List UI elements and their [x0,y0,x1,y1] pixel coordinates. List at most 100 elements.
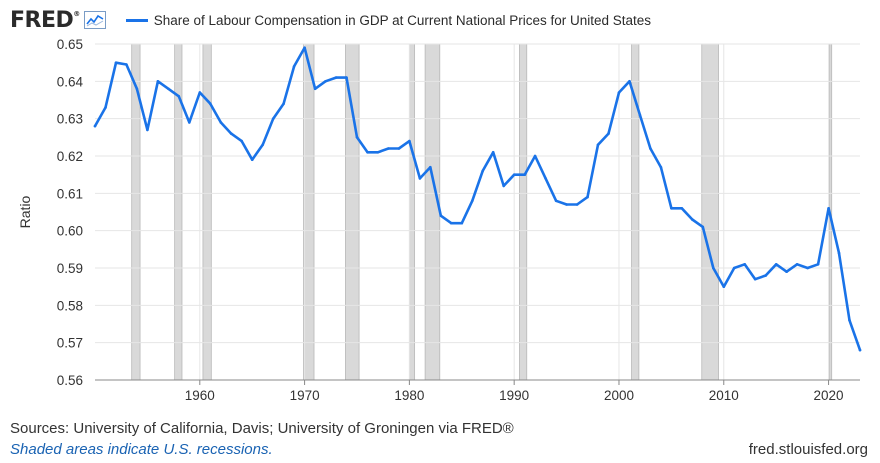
data-point[interactable] [146,128,149,132]
data-point[interactable] [313,87,317,91]
data-point[interactable] [261,143,265,147]
data-point[interactable] [209,102,212,105]
data-point[interactable] [670,207,673,210]
data-point[interactable] [471,199,474,203]
y-tick-label: 0.64 [57,74,84,89]
data-point[interactable] [795,263,799,266]
data-point[interactable] [565,203,568,206]
data-point[interactable] [271,117,275,120]
y-tick-label: 0.61 [57,186,83,201]
data-point[interactable] [93,124,97,128]
fred-logo-text: FRED [10,7,74,33]
data-point[interactable] [282,102,285,105]
data-point[interactable] [219,121,223,124]
data-point[interactable] [617,91,621,94]
data-point[interactable] [691,218,694,221]
data-point[interactable] [376,151,380,154]
data-point[interactable] [785,270,788,274]
data-point[interactable] [806,266,809,270]
legend-series-label: Share of Labour Compensation in GDP at C… [153,12,652,28]
y-tick-label: 0.59 [57,261,83,276]
data-point[interactable] [554,199,558,203]
source-site-link[interactable]: fred.stlouisfed.org [748,441,868,458]
data-point[interactable] [303,46,306,49]
data-point[interactable] [125,63,128,66]
data-point[interactable] [324,80,327,83]
data-point[interactable] [837,251,841,255]
data-point[interactable] [712,266,715,270]
data-point[interactable] [104,106,107,109]
data-point[interactable] [732,266,736,270]
y-tick-label: 0.57 [57,336,83,351]
data-point[interactable] [607,132,610,135]
recession-band [345,43,360,381]
data-point[interactable] [764,274,767,277]
data-point[interactable] [355,136,359,139]
fred-logo-registered: ® [73,9,80,18]
data-point[interactable] [774,263,778,266]
data-point[interactable] [659,165,663,169]
x-tick-label: 2000 [604,388,634,403]
data-point[interactable] [229,132,233,135]
data-point[interactable] [848,319,851,322]
data-point[interactable] [523,173,526,176]
y-tick-label: 0.60 [57,224,83,239]
data-point[interactable] [387,147,390,150]
data-point[interactable] [722,285,726,289]
data-point[interactable] [649,147,652,150]
x-tick-label: 2010 [709,388,739,403]
data-point[interactable] [575,203,579,206]
data-point[interactable] [460,221,464,225]
data-point[interactable] [858,348,862,352]
data-point[interactable] [439,214,443,217]
data-point[interactable] [345,76,348,79]
data-point[interactable] [533,154,537,158]
y-tick-label: 0.56 [57,373,83,388]
data-point[interactable] [753,277,757,281]
data-point[interactable] [827,207,830,210]
data-point[interactable] [114,61,118,64]
data-point[interactable] [544,177,547,180]
data-point[interactable] [429,165,432,169]
recession-band [701,43,719,381]
data-point[interactable] [188,121,191,124]
data-point[interactable] [816,263,820,266]
data-point[interactable] [167,87,170,91]
data-point[interactable] [481,169,485,173]
data-point[interactable] [240,139,243,143]
data-point[interactable] [334,76,338,79]
chart-header: FRED® Share of Labour Compensation in GD… [10,7,651,33]
chart-legend[interactable]: Share of Labour Compensation in GDP at C… [125,12,652,28]
data-point[interactable] [701,225,705,229]
data-point[interactable] [628,80,631,83]
data-point[interactable] [366,151,369,154]
legend-line-swatch [125,18,148,22]
sources-note: Sources: University of California, Davis… [10,420,514,437]
data-point[interactable] [596,143,600,147]
data-point[interactable] [156,80,160,83]
data-point[interactable] [397,147,401,150]
y-tick-label: 0.65 [57,37,83,52]
data-point[interactable] [418,177,422,180]
data-point[interactable] [638,113,642,117]
data-point[interactable] [198,91,202,94]
recession-band [519,43,528,381]
recession-band [424,43,441,381]
data-point[interactable] [743,263,746,266]
data-point[interactable] [135,87,139,91]
data-point[interactable] [250,158,254,161]
data-point[interactable] [450,221,453,225]
data-point[interactable] [502,184,506,188]
data-point[interactable] [408,139,411,143]
data-point[interactable] [292,65,296,68]
data-point[interactable] [680,207,684,210]
data-point[interactable] [512,173,516,176]
data-point[interactable] [177,95,181,98]
recession-band [202,43,212,381]
series-line[interactable] [93,46,862,352]
data-point[interactable] [586,195,589,199]
data-point[interactable] [491,151,495,154]
fred-logo[interactable]: FRED® [10,8,80,33]
y-axis-label: Ratio [17,195,33,228]
